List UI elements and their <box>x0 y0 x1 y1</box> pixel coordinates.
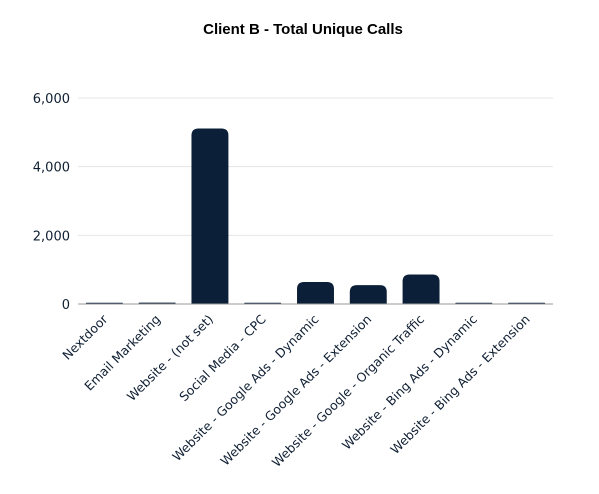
grid <box>78 97 553 236</box>
bar <box>349 285 387 304</box>
y-tick-label: 2,000 <box>33 229 70 244</box>
x-tick-label: Social Media - CPC <box>176 311 269 404</box>
y-tick-label: 6,000 <box>33 92 70 107</box>
y-tick-label: 0 <box>62 298 70 313</box>
bar <box>191 128 229 304</box>
x-tick-label: Nextdoor <box>59 311 111 363</box>
bar <box>402 274 440 304</box>
y-axis-ticks: 0 2,000 4,000 6,000 <box>33 92 70 313</box>
y-tick-label: 4,000 <box>33 161 70 176</box>
bar <box>297 282 334 304</box>
chart-title: Client B - Total Unique Calls <box>203 21 403 38</box>
bars <box>85 128 546 304</box>
